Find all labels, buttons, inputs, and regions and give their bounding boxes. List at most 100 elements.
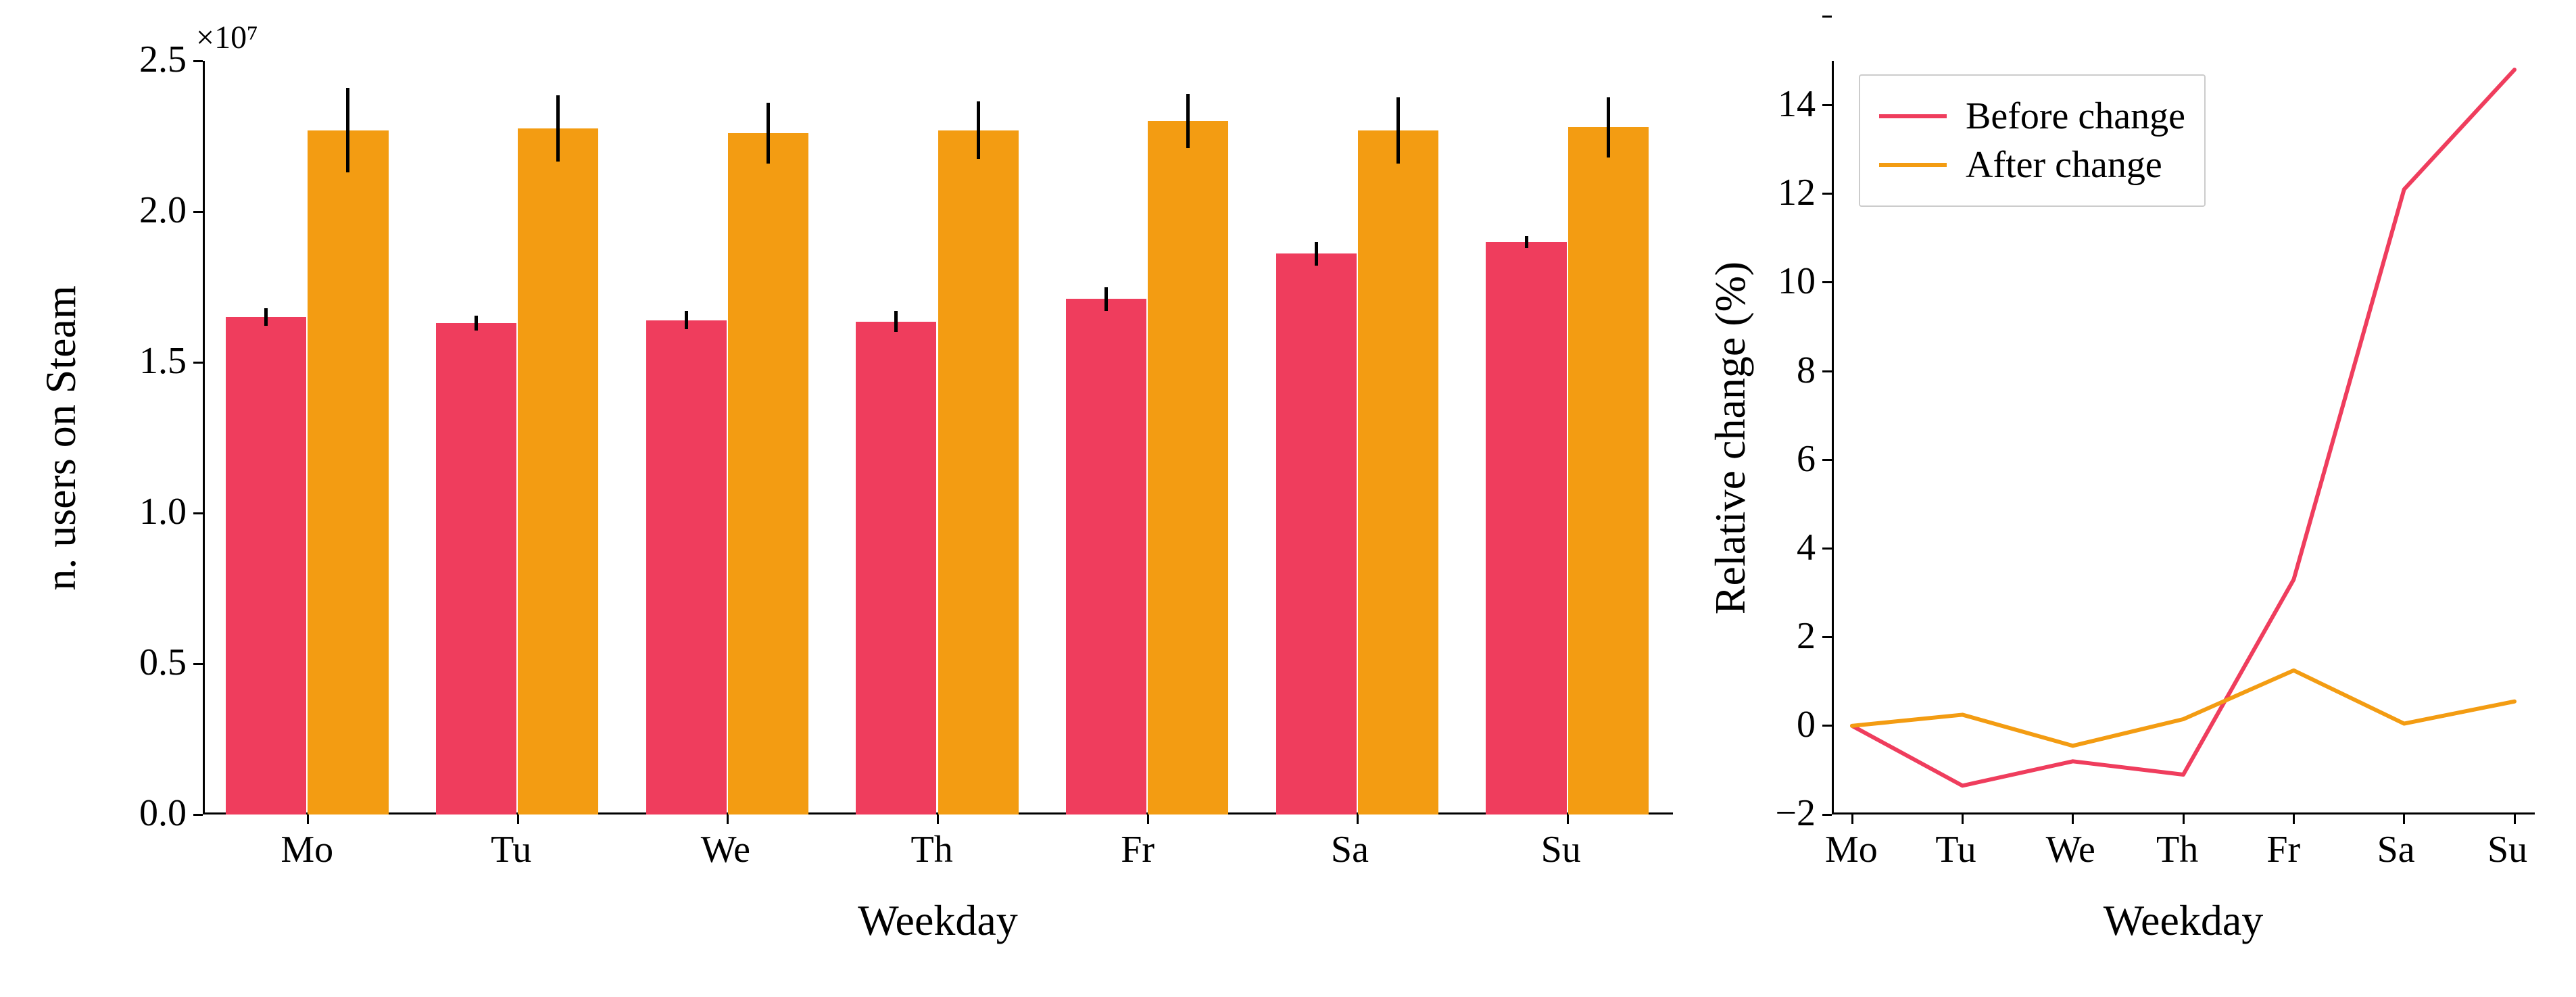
- bar: [938, 130, 1019, 814]
- bar-xlabel: Weekday: [858, 896, 1018, 946]
- legend-swatch: [1879, 114, 1947, 118]
- bar: [1148, 121, 1228, 814]
- ytick-label: 1.5: [139, 339, 187, 383]
- ytick: [193, 211, 203, 213]
- bar-plot-area: [203, 61, 1673, 814]
- xtick-label: We: [2046, 828, 2095, 871]
- error-bar: [1525, 236, 1528, 248]
- bar: [728, 133, 808, 814]
- error-bar: [894, 311, 898, 332]
- xtick-label: Tu: [1935, 828, 1976, 871]
- xtick: [2514, 814, 2516, 824]
- ytick: [1822, 16, 1832, 18]
- xtick: [2403, 814, 2405, 824]
- bar: [436, 323, 516, 814]
- ytick-label: 2: [1797, 614, 1816, 658]
- ytick: [1822, 104, 1832, 106]
- line-ylabel: Relative change (%): [1705, 261, 1755, 614]
- xtick-label: Sa: [2377, 828, 2415, 871]
- ytick-label: 14: [1778, 82, 1816, 126]
- xtick-label: Mo: [1825, 828, 1878, 871]
- error-bar: [1315, 242, 1318, 266]
- ytick: [1822, 548, 1832, 550]
- ytick-label: 8: [1797, 349, 1816, 392]
- error-bar: [767, 103, 770, 163]
- xtick: [1567, 814, 1569, 824]
- xtick-label: Sa: [1331, 828, 1369, 871]
- xtick: [517, 814, 519, 824]
- legend-label: After change: [1966, 143, 2162, 187]
- ytick-label: 0.0: [139, 792, 187, 835]
- xtick: [727, 814, 729, 824]
- xtick: [307, 814, 309, 824]
- xtick-label: Fr: [2266, 828, 2300, 871]
- xtick-label: Fr: [1121, 828, 1155, 871]
- xtick: [1357, 814, 1359, 824]
- ytick-label: 1.0: [139, 490, 187, 533]
- error-bar: [346, 88, 349, 172]
- error-bar: [977, 101, 980, 159]
- xtick-label: Su: [1541, 828, 1581, 871]
- bar: [856, 322, 936, 814]
- error-bar: [685, 311, 688, 329]
- ytick-label: 2.0: [139, 189, 187, 232]
- legend-row: After change: [1879, 143, 2185, 187]
- ytick-label: 0: [1797, 703, 1816, 746]
- ytick: [1822, 281, 1832, 283]
- xtick-label: Th: [2156, 828, 2198, 871]
- xtick-label: Mo: [281, 828, 333, 871]
- xtick-label: Th: [911, 828, 953, 871]
- ytick: [193, 512, 203, 514]
- error-bar: [556, 95, 560, 162]
- y-offset-text: ×10⁷: [196, 19, 258, 56]
- ytick-label: 6: [1797, 437, 1816, 481]
- bar: [1358, 130, 1438, 814]
- error-bar: [1607, 97, 1610, 157]
- ytick: [1822, 193, 1832, 195]
- xtick: [2183, 814, 2185, 824]
- ytick: [1822, 814, 1832, 816]
- bar-ylabel: n. users on Steam: [36, 285, 86, 591]
- ytick: [193, 663, 203, 665]
- ytick: [193, 814, 203, 816]
- xtick: [1147, 814, 1149, 824]
- xtick-label: Tu: [491, 828, 531, 871]
- ytick: [1822, 370, 1832, 372]
- series-line: [1852, 671, 2514, 746]
- bar: [646, 320, 727, 814]
- ytick: [1822, 636, 1832, 638]
- xtick: [1851, 814, 1853, 824]
- ytick-label: 12: [1778, 171, 1816, 214]
- error-bar: [1396, 97, 1400, 164]
- bar: [226, 317, 306, 814]
- xtick: [2072, 814, 2074, 824]
- ytick-label: 10: [1778, 260, 1816, 303]
- bar: [1276, 253, 1357, 814]
- ytick-label: 2.5: [139, 38, 187, 81]
- xtick-label: Su: [2487, 828, 2527, 871]
- ytick: [1822, 459, 1832, 461]
- error-bar: [475, 316, 478, 331]
- bar: [518, 128, 598, 814]
- line-xlabel: Weekday: [2104, 896, 2264, 946]
- bar-chart-panel: 0.00.51.01.52.02.5×10⁷MoTuWeThFrSaSu: [203, 61, 1673, 814]
- xtick: [937, 814, 939, 824]
- legend-row: Before change: [1879, 95, 2185, 138]
- xtick: [2293, 814, 2295, 824]
- line-chart-panel: −202468101214MoTuWeThFrSaSuBefore change…: [1832, 61, 2535, 814]
- ytick: [193, 362, 203, 364]
- error-bar: [1104, 287, 1108, 312]
- xtick-label: We: [701, 828, 750, 871]
- ytick: [1822, 725, 1832, 727]
- bar: [308, 130, 388, 814]
- error-bar: [1186, 94, 1190, 148]
- legend: Before change After change: [1859, 74, 2206, 207]
- error-bar: [264, 308, 268, 326]
- legend-label: Before change: [1966, 95, 2185, 138]
- figure-root: 0.00.51.01.52.02.5×10⁷MoTuWeThFrSaSu −20…: [0, 0, 2576, 997]
- ytick-label: 0.5: [139, 641, 187, 684]
- ytick: [193, 60, 203, 62]
- ytick-label: −2: [1775, 792, 1816, 835]
- xtick: [1962, 814, 1964, 824]
- legend-swatch: [1879, 163, 1947, 167]
